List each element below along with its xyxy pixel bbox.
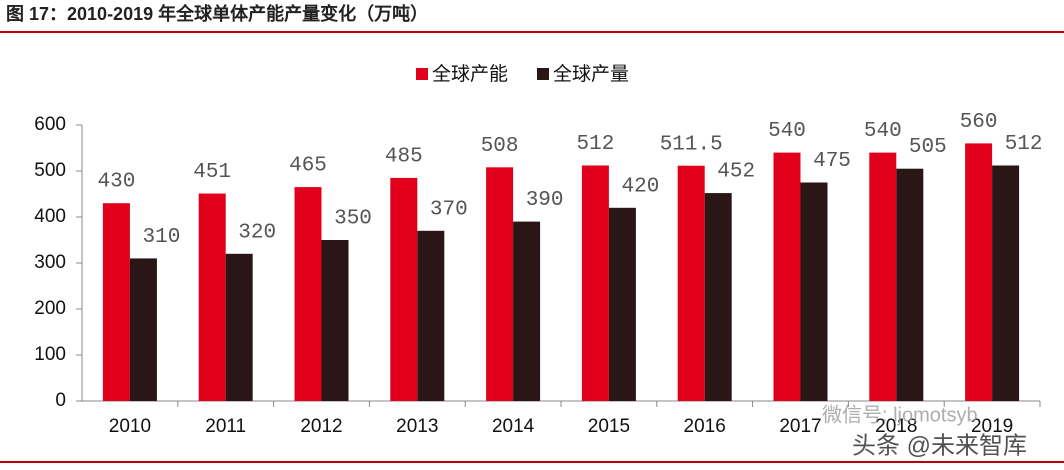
y-tick-label: 400 bbox=[34, 206, 66, 227]
bar bbox=[869, 152, 897, 401]
bar bbox=[581, 165, 609, 401]
bar bbox=[896, 168, 924, 401]
value-label: 540 bbox=[768, 120, 806, 143]
y-tick-label: 500 bbox=[34, 160, 66, 181]
value-label: 430 bbox=[97, 171, 135, 194]
legend-swatch bbox=[416, 68, 428, 80]
value-label: 475 bbox=[813, 150, 851, 173]
bar bbox=[321, 240, 349, 401]
bar bbox=[677, 165, 705, 401]
y-tick-label: 200 bbox=[34, 298, 66, 319]
bar bbox=[198, 193, 226, 401]
x-tick-label: 2014 bbox=[492, 416, 535, 437]
bar bbox=[102, 203, 130, 401]
x-tick-label: 2012 bbox=[300, 416, 342, 437]
value-label: 420 bbox=[621, 175, 659, 198]
value-label: 465 bbox=[289, 155, 327, 178]
y-tick-label: 600 bbox=[34, 114, 66, 135]
value-label: 320 bbox=[238, 221, 276, 244]
value-label: 560 bbox=[960, 111, 998, 134]
y-tick-label: 300 bbox=[34, 252, 66, 273]
bar bbox=[225, 253, 253, 401]
value-label: 350 bbox=[334, 208, 372, 231]
x-tick-label: 2019 bbox=[971, 416, 1013, 437]
value-label: 540 bbox=[864, 120, 902, 143]
value-label: 370 bbox=[430, 198, 468, 221]
value-label: 310 bbox=[142, 226, 180, 249]
value-label: 451 bbox=[193, 161, 231, 184]
value-label: 452 bbox=[717, 161, 755, 184]
bar bbox=[129, 258, 157, 401]
watermark: 微信号: ljomotsyb bbox=[822, 403, 978, 426]
bar bbox=[704, 193, 732, 401]
x-tick-label: 2013 bbox=[396, 416, 438, 437]
bar bbox=[294, 187, 322, 401]
chart-title: 图 17：2010-2019 年全球单体产能产量变化（万吨） bbox=[6, 3, 428, 24]
bar bbox=[417, 230, 445, 401]
legend-label: 全球产量 bbox=[553, 63, 629, 85]
x-tick-label: 2015 bbox=[588, 416, 630, 437]
bar bbox=[965, 143, 993, 401]
watermark: 头条 @未来智库 bbox=[852, 432, 1027, 459]
x-tick-label: 2016 bbox=[684, 416, 726, 437]
bar bbox=[800, 182, 828, 401]
bar bbox=[608, 207, 636, 401]
y-tick-label: 0 bbox=[55, 390, 66, 411]
value-label: 511.5 bbox=[660, 133, 723, 156]
x-tick-label: 2011 bbox=[205, 416, 246, 437]
value-label: 508 bbox=[481, 135, 519, 158]
bar bbox=[390, 177, 418, 401]
bar bbox=[486, 167, 514, 401]
bar bbox=[992, 165, 1020, 401]
y-tick-label: 100 bbox=[34, 344, 66, 365]
value-label: 512 bbox=[576, 133, 614, 156]
bar bbox=[773, 152, 801, 401]
x-tick-label: 2010 bbox=[109, 416, 151, 437]
value-label: 390 bbox=[526, 189, 564, 212]
x-tick-label: 2018 bbox=[875, 416, 917, 437]
value-label: 505 bbox=[909, 136, 947, 159]
legend-swatch bbox=[537, 68, 549, 80]
value-label: 512 bbox=[1005, 133, 1043, 156]
x-tick-label: 2017 bbox=[779, 416, 821, 437]
value-label: 485 bbox=[385, 145, 423, 168]
legend-label: 全球产能 bbox=[432, 63, 508, 85]
bar bbox=[513, 221, 541, 401]
